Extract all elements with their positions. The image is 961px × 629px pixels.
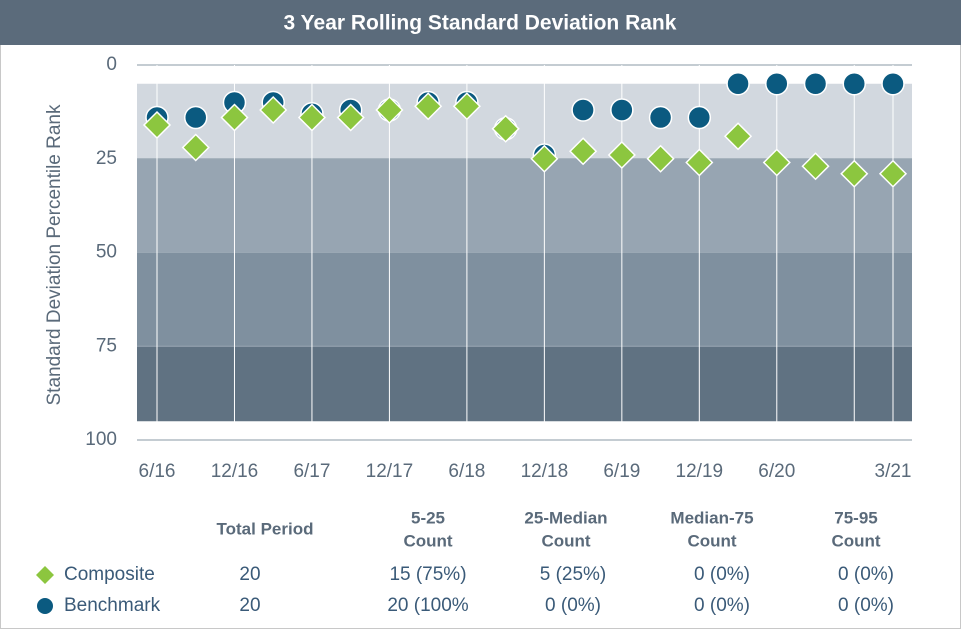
y-axis-label: Standard Deviation Percentile Rank [44,104,65,406]
diamond-point [452,92,481,121]
table-cell: 20 [239,595,260,616]
band [137,346,912,422]
table-cell: 20 (100% [387,595,468,616]
table-header: Total Period [217,519,314,538]
legend-label: Composite [64,564,155,585]
diamond-point [840,159,869,188]
x-tick-label: 3/21 [875,461,912,482]
y-tick-label: 25 [96,148,117,169]
chart-title: 3 Year Rolling Standard Deviation Rank [284,12,677,35]
legend-label: Benchmark [64,595,161,616]
table-header: 25-Median [524,508,607,527]
table-header: 75-95 [834,508,877,527]
table-cell: 15 (75%) [389,564,466,585]
x-tick-label: 12/19 [676,461,724,482]
table-cell: 20 [239,564,260,585]
diamond-point [259,95,288,125]
diamond-point [220,103,249,132]
table-header: Count [831,531,880,550]
circle-point [803,72,828,96]
diamond-point [723,122,753,151]
circle-point [610,98,634,122]
circle-point [687,105,712,130]
diamond-point [878,159,908,188]
x-tick-label: 6/16 [139,461,176,482]
band [137,252,912,347]
circle-point [571,98,595,122]
table-header: Median-75 [670,508,753,527]
x-tick-label: 12/17 [366,461,414,482]
table-header: 5-25 [411,508,445,527]
x-tick-label: 12/18 [521,461,569,482]
table-cell: 0 (0%) [545,595,601,616]
diamond-point [491,114,520,143]
diamond-point [646,144,675,173]
x-tick-label: 6/20 [758,461,795,482]
diamond-point [530,144,559,173]
diamond-point [142,110,172,140]
circle-point [726,72,750,96]
table-cell: 0 (0%) [838,595,894,616]
circle-point [842,72,867,96]
diamond-point [297,103,327,132]
circle-point [881,72,905,96]
x-tick-label: 6/19 [603,461,640,482]
y-tick-label: 0 [106,54,117,75]
legend-marker [37,598,53,614]
y-tick-label: 100 [85,429,117,450]
circle-point [765,72,789,96]
x-tick-label: 12/16 [211,461,259,482]
y-tick-label: 50 [96,242,117,263]
table-cell: 0 (0%) [838,564,894,585]
diamond-point [685,148,714,177]
diamond-point [181,133,210,162]
table-cell: 5 (25%) [540,564,607,585]
x-tick-label: 6/18 [448,461,485,482]
table-header: Count [403,531,452,550]
diamond-point [414,92,443,121]
band [137,83,912,159]
x-tick-label: 6/17 [293,461,330,482]
band [137,158,912,253]
diamond-point [375,95,404,125]
diamond-point [762,148,791,177]
table-header: Count [687,531,736,550]
circle-point [183,105,208,130]
title-bar [0,0,961,45]
table-cell: 0 (0%) [694,564,750,585]
y-tick-label: 75 [96,335,117,356]
legend-marker [36,566,54,584]
diamond-point [569,137,598,166]
circle-point [648,105,673,130]
table-cell: 0 (0%) [694,595,750,616]
table-header: Count [541,531,590,550]
diamond-point [801,152,830,181]
diamond-point [607,140,636,170]
diamond-point [336,103,365,132]
